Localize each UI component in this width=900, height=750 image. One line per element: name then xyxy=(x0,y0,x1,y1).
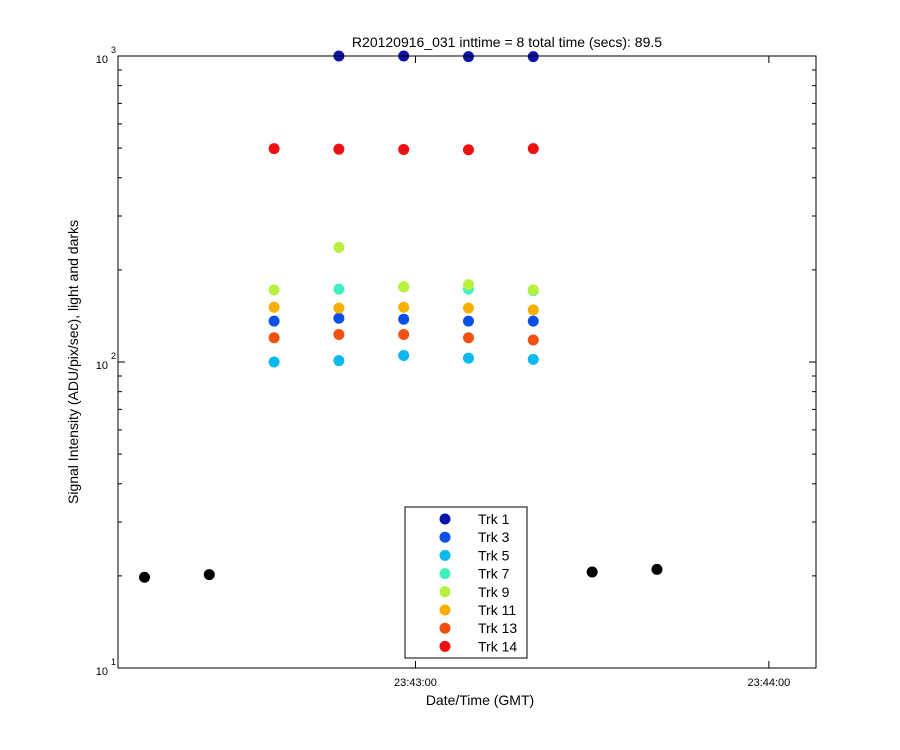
data-point xyxy=(268,315,280,327)
legend-marker xyxy=(439,513,451,525)
legend-marker xyxy=(439,640,451,652)
legend-marker xyxy=(439,531,451,543)
data-point xyxy=(333,241,345,253)
legend-label: Trk 5 xyxy=(478,547,510,563)
y-tick-exponent: 3 xyxy=(111,45,116,55)
data-point xyxy=(398,350,410,362)
legend-label: Trk 11 xyxy=(478,602,516,618)
legend-label: Trk 9 xyxy=(478,584,510,600)
data-point xyxy=(333,302,345,314)
chart-title: R20120916_031 inttime = 8 total time (se… xyxy=(352,34,662,50)
legend-marker xyxy=(439,568,451,580)
legend-marker xyxy=(439,622,451,634)
data-point xyxy=(527,353,539,365)
data-point xyxy=(462,279,474,291)
y-tick-exponent: 2 xyxy=(111,351,116,361)
y-tick-label: 10 xyxy=(96,54,108,66)
legend-marker xyxy=(439,604,451,616)
data-point xyxy=(333,328,345,340)
legend-label: Trk 3 xyxy=(478,529,510,545)
dark-point xyxy=(586,566,598,578)
data-point xyxy=(268,301,280,313)
data-point xyxy=(462,332,474,344)
legend: Trk 1 Trk 3 Trk 5 Trk 7 Trk 9 Trk 11 Trk 13 Trk… xyxy=(404,506,528,659)
data-point xyxy=(268,332,280,344)
x-tick-label: 23:43:00 xyxy=(394,677,437,689)
legend-marker xyxy=(439,549,451,561)
data-point xyxy=(398,281,410,293)
data-point xyxy=(462,144,474,156)
plot-frame xyxy=(117,55,817,669)
data-point xyxy=(398,313,410,325)
legend-label: Trk 7 xyxy=(478,566,510,582)
y-tick-exponent: 1 xyxy=(111,657,116,667)
x-tick-label: 23:44:00 xyxy=(747,677,790,689)
data-point xyxy=(462,302,474,314)
legend-label: Trk 13 xyxy=(478,620,517,636)
data-point xyxy=(268,284,280,296)
data-point xyxy=(462,352,474,364)
data-point xyxy=(462,315,474,327)
dark-point xyxy=(651,563,663,575)
y-tick-label: 10 xyxy=(96,666,108,678)
data-points xyxy=(268,50,539,368)
data-point xyxy=(527,334,539,346)
data-point xyxy=(333,312,345,324)
dark-points xyxy=(139,563,663,583)
data-point xyxy=(527,315,539,327)
data-point xyxy=(268,143,280,155)
data-point xyxy=(398,143,410,155)
data-point xyxy=(527,143,539,155)
data-point xyxy=(398,301,410,313)
y-axis-label: Signal Intensity (ADU/pix/sec), light an… xyxy=(65,220,81,504)
data-point xyxy=(527,304,539,316)
y-tick-label: 10 xyxy=(96,360,108,372)
data-point xyxy=(527,284,539,296)
x-ticks: 23:43:00 23:44:00 xyxy=(394,56,790,689)
dark-point xyxy=(203,569,215,581)
data-point xyxy=(527,51,539,63)
data-point xyxy=(462,51,474,63)
data-point xyxy=(268,356,280,368)
dark-point xyxy=(139,571,151,583)
legend-marker xyxy=(439,586,451,598)
data-point xyxy=(398,328,410,340)
data-point xyxy=(333,143,345,155)
legend-label: Trk 14 xyxy=(478,638,517,654)
legend-box xyxy=(404,506,528,659)
x-axis-label: Date/Time (GMT) xyxy=(426,692,534,708)
data-point xyxy=(333,283,345,295)
legend-label: Trk 1 xyxy=(478,511,510,527)
data-point xyxy=(333,355,345,367)
